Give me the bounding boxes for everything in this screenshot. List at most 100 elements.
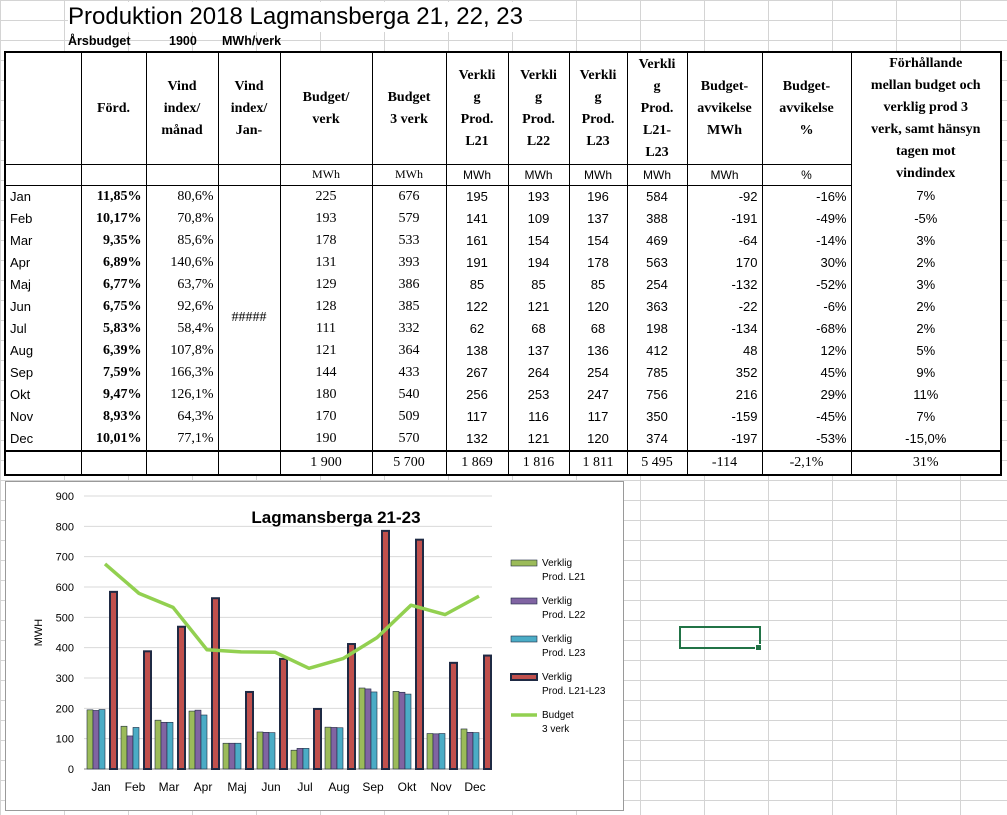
legend-swatch [510, 559, 538, 567]
ford-cell: 8,93% [80, 405, 146, 428]
header-avvikelse-mwh: Budget-avvikelse MWh [686, 52, 762, 165]
l21-l23-cell: 412 [626, 339, 687, 362]
vind-index-cell: 63,7% [145, 273, 218, 296]
budget-verk-cell: 129 [279, 273, 372, 296]
legend-label: Prod. L22 [542, 610, 586, 621]
table-row: Sep 7,59% 166,3% 144 433 267 264 254 785 352 45% 9% [5, 361, 1001, 384]
avvikelse-pct-cell: -45% [761, 405, 851, 428]
bar-verklig-prod-l23-nov [438, 733, 446, 770]
forhallande-cell: 5% [850, 339, 1001, 362]
legend-label: Prod. L21-L23 [542, 686, 606, 697]
table-row: Nov 8,93% 64,3% 170 509 117 116 117 350 -159 -45% 7… [5, 405, 1001, 428]
sheet-title: Produktion 2018 Lagmansberga 21, 22, 23 [68, 2, 530, 32]
table-row: Apr 6,89% 140,6% 131 393 191 194 178 563 170 30% 2% [5, 251, 1001, 274]
bar-verklig-prod-l21-l23-okt [415, 538, 424, 771]
total-avvikelse-pct: -2,1% [761, 449, 851, 475]
month-cell: Jun [10, 298, 31, 314]
l21-l23-cell: 563 [626, 251, 687, 274]
l23-cell: 137 [568, 207, 627, 230]
header-vind-manad: Vind index/månad [145, 52, 218, 165]
l21-l23-cell: 254 [626, 273, 687, 296]
forhallande-cell: 2% [850, 251, 1001, 274]
budget-3verk-cell: 570 [371, 427, 446, 451]
x-tick-label: Apr [194, 780, 213, 794]
month-cell: Dec [10, 430, 34, 446]
bar-verklig-prod-l22-apr [194, 709, 202, 770]
avvikelse-pct-cell: -16% [761, 185, 851, 208]
total-l22: 1 816 [507, 449, 569, 475]
budget-3verk-cell: 386 [371, 273, 446, 296]
avvikelse-mwh-cell: -197 [686, 427, 762, 451]
table-row: Jan 11,85% 80,6% ##### 225 676 195 193 196 584 -92… [5, 185, 1001, 451]
l22-cell: 109 [507, 207, 569, 230]
l21-cell: 117 [445, 405, 508, 428]
production-table: Förd. Vind index/månad Vind index/Jan- Bud… [4, 51, 1002, 476]
bar-verklig-prod-l22-maj [228, 742, 236, 770]
bar-verklig-prod-l21-apr [188, 710, 196, 770]
l22-cell: 85 [507, 273, 569, 296]
bar-verklig-prod-l21-l23-jan [109, 590, 118, 770]
vind-index-cell: 58,4% [145, 317, 218, 340]
vind-index-cell: 107,8% [145, 339, 218, 362]
month-cell: Maj [10, 276, 31, 292]
month-cell: Jan [10, 188, 31, 204]
table-row: Jul 5,83% 58,4% 111 332 62 68 68 198 -134 -68% 2% [5, 317, 1001, 340]
avvikelse-mwh-cell: -191 [686, 207, 762, 230]
budget-verk-cell: 170 [279, 405, 372, 428]
y-tick-label: 600 [56, 582, 74, 594]
unit-avvikelse-pct: % [761, 164, 851, 186]
avvikelse-pct-cell: -49% [761, 207, 851, 230]
legend-label: Prod. L21 [542, 572, 586, 583]
x-tick-label: Maj [227, 780, 246, 794]
fill-handle[interactable] [755, 644, 762, 651]
bar-verklig-prod-l21-l23-apr [211, 597, 220, 771]
bar-verklig-prod-l23-maj [234, 742, 242, 770]
budget-3verk-cell: 385 [371, 295, 446, 318]
table-row: Mar 9,35% 85,6% 178 533 161 154 154 469 -64 -14% 3% [5, 229, 1001, 252]
l22-cell: 154 [507, 229, 569, 252]
budget-3verk-cell: 433 [371, 361, 446, 384]
bar-verklig-prod-l23-feb [132, 727, 140, 770]
budget-verk-cell: 128 [279, 295, 372, 318]
avvikelse-pct-cell: 45% [761, 361, 851, 384]
annual-budget-unit: MWh/verk [222, 34, 282, 48]
chart-title: Lagmansberga 21-23 [251, 508, 420, 527]
bar-verklig-prod-l21-jul [290, 749, 298, 770]
y-tick-label: 0 [68, 764, 74, 776]
avvikelse-pct-cell: -52% [761, 273, 851, 296]
x-tick-label: Mar [159, 780, 180, 794]
forhallande-cell: -5% [850, 207, 1001, 230]
l21-l23-cell: 584 [626, 185, 687, 208]
chart-area[interactable]: 0 100 200 300 400 500 600 700 800 900 Lagmansberga… [5, 481, 624, 811]
avvikelse-pct-cell: -53% [761, 427, 851, 451]
total-forhallande: 31% [850, 449, 1001, 475]
table-row: Okt 9,47% 126,1% 180 540 256 253 247 756 216 29% 11… [5, 383, 1001, 406]
ford-cell: 7,59% [80, 361, 146, 384]
x-tick-label: Feb [125, 780, 146, 794]
avvikelse-mwh-cell: -159 [686, 405, 762, 428]
budget-verk-cell: 225 [279, 185, 372, 208]
budget-line [103, 562, 480, 671]
vind-index-cell: 85,6% [145, 229, 218, 252]
budget-3verk-cell: 540 [371, 383, 446, 406]
legend-label: Verklig [542, 596, 572, 607]
avvikelse-pct-cell: -68% [761, 317, 851, 340]
header-month-blank [5, 52, 81, 165]
bar-verklig-prod-l21-jan [86, 709, 94, 770]
l22-cell: 193 [507, 185, 569, 208]
budget-verk-cell: 111 [279, 317, 372, 340]
header-ford: Förd. [80, 52, 146, 165]
l21-l23-cell: 363 [626, 295, 687, 318]
bar-verklig-prod-l22-nov [432, 733, 440, 770]
budget-verk-cell: 193 [279, 207, 372, 230]
x-tick-label: Dec [464, 780, 485, 794]
unit-avvikelse-mwh: MWh [686, 164, 762, 186]
units-row: MWh MWh MWh MWh MWh MWh MWh % [5, 164, 1001, 186]
selected-cell[interactable] [679, 626, 761, 649]
budget-verk-cell: 131 [279, 251, 372, 274]
header-l22: Verkli g Prod. L22 [507, 52, 569, 165]
y-tick-label: 900 [56, 491, 74, 503]
bar-verklig-prod-l23-jun [268, 732, 276, 770]
vind-index-cell: 77,1% [145, 427, 218, 451]
unit-l22: MWh [507, 164, 569, 186]
